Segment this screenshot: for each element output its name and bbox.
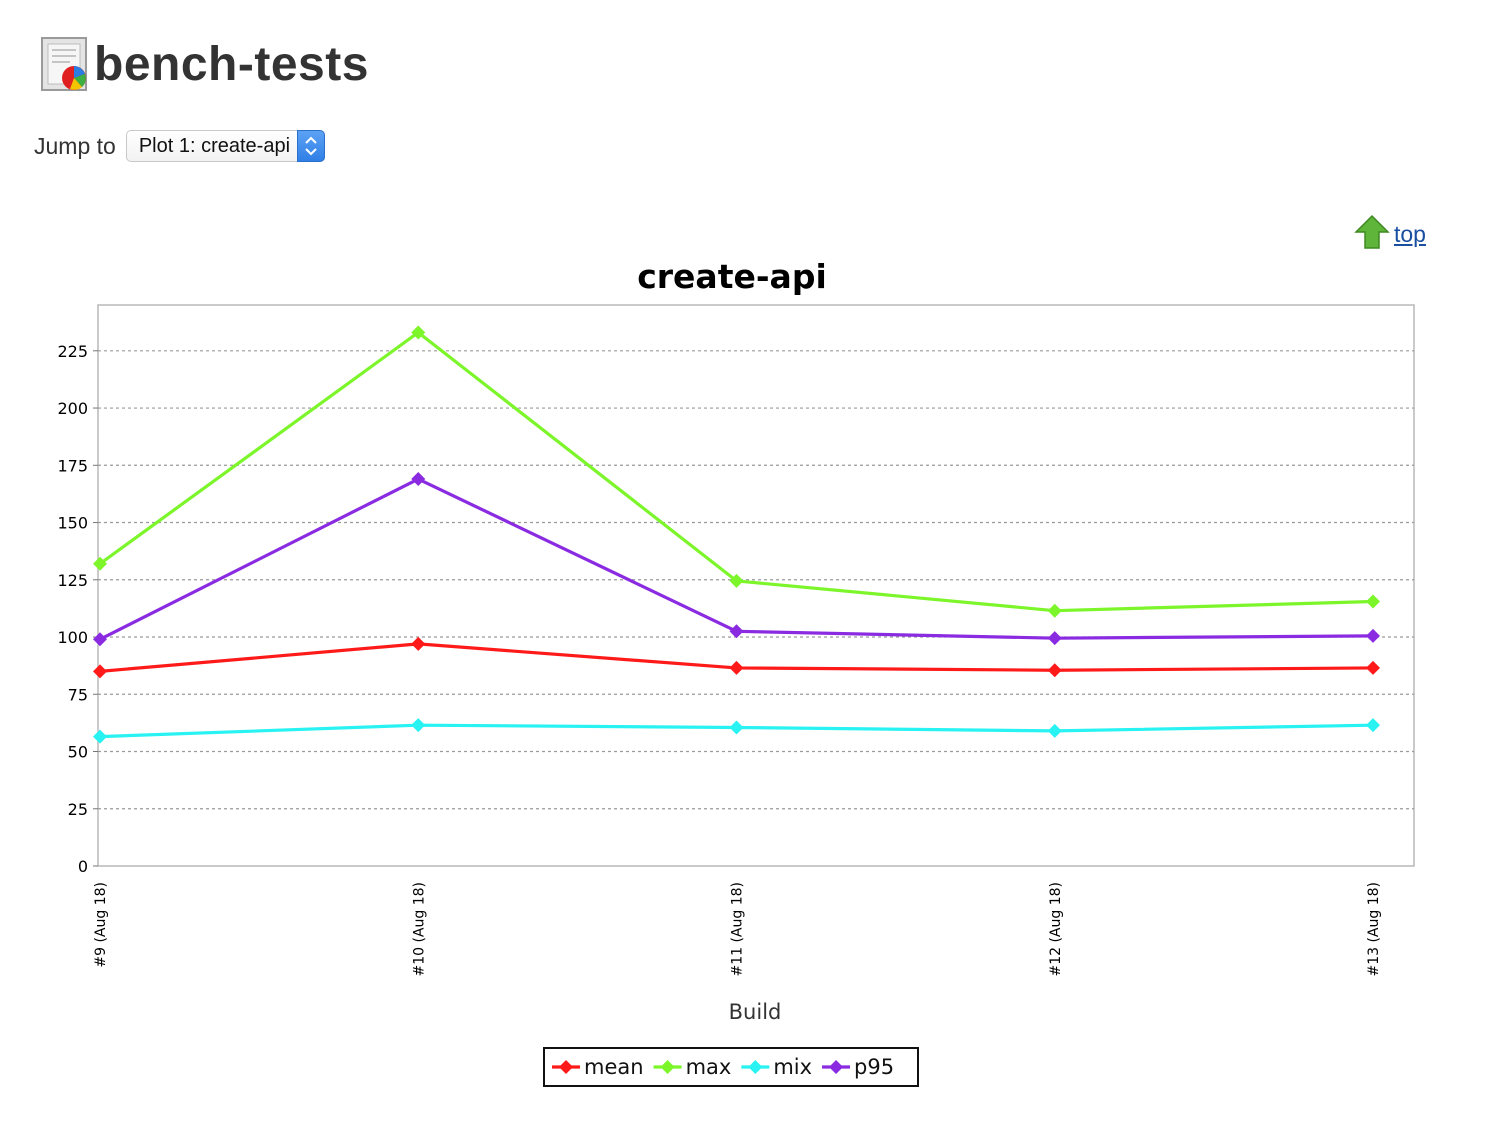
data-point-p95[interactable] xyxy=(93,632,107,647)
y-tick-label: 150 xyxy=(57,514,88,533)
y-tick-label: 100 xyxy=(57,628,88,647)
x-tick-label: #10 (Aug 18) xyxy=(411,882,427,977)
y-tick-label: 0 xyxy=(78,857,88,876)
y-tick-label: 75 xyxy=(68,685,88,704)
y-tick-label: 175 xyxy=(57,456,88,475)
top-link-wrap: top xyxy=(1354,214,1426,255)
data-point-mean[interactable] xyxy=(411,636,426,651)
series-mix xyxy=(93,718,1380,744)
legend-label: max xyxy=(686,1055,732,1079)
legend-label: mean xyxy=(584,1055,644,1079)
legend-label: mix xyxy=(773,1055,812,1079)
plot-select-value: Plot 1: create-api xyxy=(138,134,291,157)
legend: mean max mix p95 xyxy=(543,1047,919,1087)
page-header: bench-tests xyxy=(40,36,369,92)
data-point-p95[interactable] xyxy=(1047,631,1062,646)
line-chart: create-api 0 25 50 75 100 125 150 175 200 225 #9 … xyxy=(57,257,1415,1087)
series-p95 xyxy=(93,472,1380,647)
plot-area xyxy=(97,304,1415,867)
jump-to-row: Jump to Plot 1: create-api xyxy=(34,130,326,162)
data-point-p95[interactable] xyxy=(1366,628,1380,643)
chart-title: create-api xyxy=(637,257,827,296)
select-arrows-icon xyxy=(297,130,326,162)
plot-report-icon xyxy=(40,36,92,92)
legend-box xyxy=(543,1047,919,1087)
data-point-max[interactable] xyxy=(729,573,744,588)
legend-item-p95: p95 xyxy=(822,1055,894,1079)
legend-marker xyxy=(829,1060,844,1074)
x-tick-label: #11 (Aug 18) xyxy=(730,882,746,977)
data-point-max[interactable] xyxy=(411,325,426,340)
page-title: bench-tests xyxy=(94,37,369,91)
up-arrow-icon[interactable] xyxy=(1354,214,1390,255)
data-point-mix[interactable] xyxy=(729,720,744,735)
x-tick-label: #12 (Aug 18) xyxy=(1048,882,1064,977)
legend-marker xyxy=(660,1060,675,1074)
x-tick-label: #13 (Aug 18) xyxy=(1366,882,1382,977)
y-tick-label: 50 xyxy=(68,743,88,762)
data-point-mix[interactable] xyxy=(93,729,107,744)
legend-item-max: max xyxy=(653,1055,732,1079)
legend-marker xyxy=(748,1060,763,1074)
y-tick-label: 125 xyxy=(57,571,88,590)
legend-label: p95 xyxy=(854,1055,894,1079)
y-tick-label: 200 xyxy=(57,399,88,418)
data-point-mix[interactable] xyxy=(1047,723,1062,738)
data-point-max[interactable] xyxy=(1366,594,1380,609)
jump-to-label: Jump to xyxy=(34,132,116,159)
data-point-mean[interactable] xyxy=(1047,663,1062,678)
x-axis-label: Build xyxy=(729,1000,782,1024)
data-point-mean[interactable] xyxy=(729,660,744,675)
legend-item-mean: mean xyxy=(552,1055,644,1079)
y-tick-label: 25 xyxy=(68,800,88,819)
plot-select[interactable]: Plot 1: create-api xyxy=(125,130,326,162)
series-max xyxy=(93,325,1380,618)
data-point-max[interactable] xyxy=(1047,603,1062,618)
legend-marker xyxy=(559,1060,573,1074)
top-link[interactable]: top xyxy=(1394,221,1426,247)
data-point-p95[interactable] xyxy=(411,472,426,487)
y-tick-label: 225 xyxy=(57,342,88,361)
data-point-p95[interactable] xyxy=(729,624,744,639)
series-mean xyxy=(93,636,1380,679)
data-point-max[interactable] xyxy=(93,556,107,571)
legend-item-mix: mix xyxy=(741,1055,812,1079)
data-point-mix[interactable] xyxy=(1366,718,1380,733)
data-point-mean[interactable] xyxy=(1366,660,1380,675)
data-point-mean[interactable] xyxy=(93,664,107,679)
x-tick-label: #9 (Aug 18) xyxy=(93,882,109,968)
data-point-mix[interactable] xyxy=(411,718,426,733)
